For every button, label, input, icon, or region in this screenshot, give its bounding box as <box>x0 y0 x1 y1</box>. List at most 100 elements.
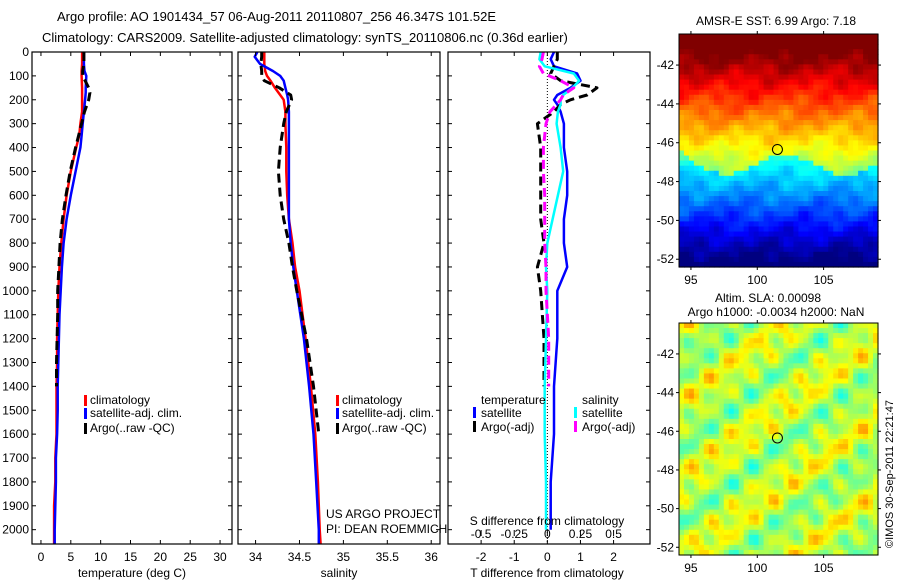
map-cell <box>758 251 765 258</box>
map-cell <box>743 383 750 390</box>
map-cell <box>843 226 849 233</box>
map-cell <box>833 231 839 238</box>
map-cell <box>783 368 790 375</box>
map-cell <box>708 89 715 96</box>
map-cell <box>833 150 839 157</box>
map-cell <box>738 170 745 177</box>
map-cell <box>858 348 864 354</box>
map-cell <box>718 84 725 91</box>
map-cell <box>723 79 730 86</box>
map-cell <box>748 180 755 187</box>
map-cell <box>813 125 819 131</box>
map-cell <box>738 104 745 111</box>
map-cell <box>703 393 710 400</box>
map-cell <box>783 464 790 470</box>
map-cell <box>798 433 804 440</box>
map-cell <box>793 494 799 501</box>
map-cell <box>838 130 844 136</box>
map-cell <box>728 150 735 157</box>
map-cell <box>723 34 730 40</box>
map-cell <box>853 343 859 349</box>
map-cell <box>853 49 859 55</box>
map-cell <box>848 49 854 55</box>
map-cell <box>683 175 690 182</box>
map-cell <box>723 115 730 121</box>
y-tick-label: 0 <box>22 45 29 59</box>
map-cell <box>823 99 829 106</box>
map-cell <box>783 529 790 536</box>
series-line-satellite-adj-clim <box>253 51 321 544</box>
map-cell <box>818 393 824 400</box>
map-cell <box>858 459 864 465</box>
map-cell <box>848 109 854 116</box>
map-cell <box>763 323 770 329</box>
map-cell <box>793 99 799 106</box>
map-cell <box>738 125 745 131</box>
map-cell <box>813 39 819 45</box>
map-cell <box>778 484 785 491</box>
map-cell <box>733 524 740 531</box>
map-cell <box>778 378 785 385</box>
map-cell <box>813 64 819 71</box>
map-cell <box>703 549 710 556</box>
map-cell <box>688 206 695 212</box>
map-cell <box>798 165 804 172</box>
map-cell <box>803 109 809 116</box>
map-cell <box>679 393 685 400</box>
map-cell <box>833 221 839 228</box>
map-cell <box>783 165 790 172</box>
map-cell <box>863 211 869 217</box>
map-cell <box>723 353 730 359</box>
map-cell <box>748 328 755 334</box>
map-cell <box>843 383 849 390</box>
map-cell <box>863 333 869 339</box>
map-cell <box>833 191 839 197</box>
map-cell <box>853 54 859 60</box>
map-cell <box>873 74 879 81</box>
map-cell <box>688 160 695 167</box>
map-cell <box>773 363 780 369</box>
map-cell <box>708 418 715 425</box>
map-cell <box>778 206 785 212</box>
map-cell <box>768 49 775 55</box>
map-cell <box>833 544 839 551</box>
map-cell <box>858 160 864 167</box>
map-cell <box>679 333 685 339</box>
map-cell <box>793 191 799 197</box>
map-cell <box>758 373 765 380</box>
map-cell <box>763 125 770 131</box>
map-cell <box>838 393 844 400</box>
map-cell <box>823 383 829 390</box>
map-cell <box>778 358 785 364</box>
map-cell <box>773 423 780 430</box>
map-cell <box>708 160 715 167</box>
map-cell <box>718 221 725 228</box>
map-cell <box>723 231 730 238</box>
map-cell <box>753 109 760 116</box>
map-cell <box>793 165 799 172</box>
map-cell <box>798 94 804 101</box>
map-cell <box>803 125 809 131</box>
map-cell <box>798 393 804 400</box>
map-cell <box>683 333 690 339</box>
map-cell <box>838 84 844 91</box>
map-cell <box>713 408 720 415</box>
map-cell <box>723 180 730 187</box>
map-cell <box>868 439 874 445</box>
map-cell <box>738 221 745 228</box>
map-cell <box>773 428 780 435</box>
map-cell <box>763 34 770 40</box>
map-cell <box>698 494 705 501</box>
map-cell <box>798 256 804 263</box>
map-cell <box>793 140 799 147</box>
map-cell <box>843 64 849 71</box>
map-cell <box>768 413 775 420</box>
map-cell <box>698 79 705 86</box>
map-cell <box>763 175 770 182</box>
map-cell <box>698 433 705 440</box>
map-cell <box>778 474 785 480</box>
map-cell <box>873 484 879 491</box>
map-cell <box>753 433 760 440</box>
map-cell <box>763 328 770 334</box>
map-cell <box>828 170 834 177</box>
